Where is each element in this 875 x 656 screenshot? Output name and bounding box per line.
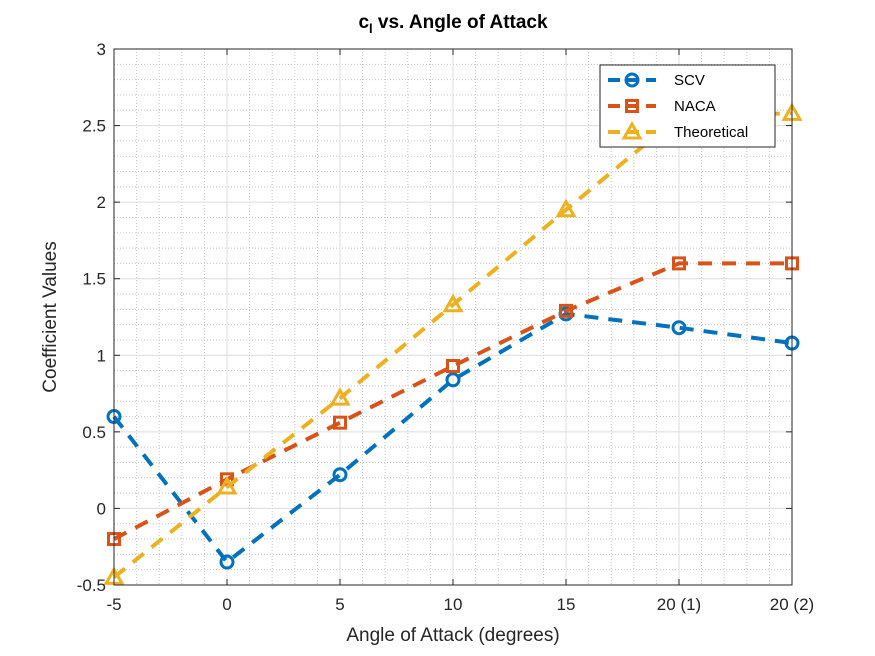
legend-marker: [625, 99, 639, 113]
legend: SCV NACA Theoretical: [599, 64, 776, 148]
data-point: [445, 372, 461, 388]
title-main: c: [358, 12, 369, 33]
x-tick-label: 20 (2): [770, 595, 814, 614]
x-axis-label: Angle of Attack (degrees): [346, 625, 559, 646]
y-tick-label: 3: [97, 40, 106, 59]
legend-label: NACA: [674, 98, 716, 115]
chart-title: cl vs. Angle of Attack: [358, 12, 548, 36]
title-subscript: l: [369, 21, 373, 36]
x-tick-label: 10: [444, 595, 463, 614]
legend-label: Theoretical: [674, 124, 748, 141]
legend-label: SCV: [674, 72, 705, 89]
data-point: [216, 475, 238, 495]
data-point: [555, 198, 577, 218]
legend-item-naca: NACA: [608, 98, 716, 115]
x-tick-label: -5: [106, 595, 121, 614]
data-point: [559, 303, 573, 318]
title-rest: vs. Angle of Attack: [373, 12, 548, 33]
x-tick-label: 5: [335, 595, 344, 614]
data-point: [332, 467, 348, 483]
y-tick-label: 0: [97, 499, 106, 518]
legend-marker: [621, 120, 643, 140]
data-point: [333, 415, 347, 430]
data-point: [672, 256, 686, 271]
y-axis-label: Coefficient Values: [40, 241, 61, 392]
x-tick-label: 20 (1): [657, 595, 701, 614]
y-tick-label: 1: [97, 346, 106, 365]
data-point: [329, 387, 351, 406]
y-tick-label: -0.5: [77, 576, 106, 595]
y-tick-label: 2: [97, 193, 106, 212]
x-tick-label: 0: [222, 595, 231, 614]
x-tick-label: 15: [557, 595, 576, 614]
data-point: [671, 320, 687, 336]
x-axis: -5 0 5 10 15 20 (1) 20 (2): [106, 49, 814, 614]
data-point: [219, 554, 235, 570]
data-point: [442, 293, 464, 313]
legend-marker: [624, 72, 640, 88]
data-point: [446, 359, 460, 374]
y-axis: -0.5 0 0.5 1 1.5 2 2.5 3: [77, 40, 792, 595]
y-tick-label: 2.5: [82, 117, 106, 136]
y-tick-label: 0.5: [82, 423, 106, 442]
legend-item-theoretical: Theoretical: [608, 120, 748, 141]
legend-item-scv: SCV: [608, 72, 705, 89]
y-tick-label: 1.5: [82, 270, 106, 289]
